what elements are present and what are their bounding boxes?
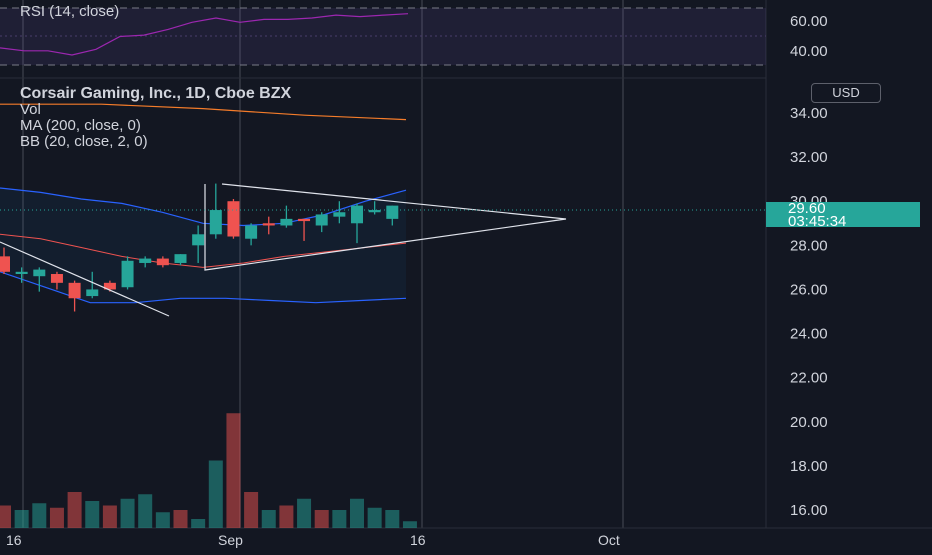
volume-bar — [402, 521, 417, 528]
candle-body — [0, 256, 10, 272]
candle-body — [227, 201, 240, 237]
candle-body — [262, 223, 275, 226]
y-tick-label: 16.00 — [790, 502, 828, 519]
x-tick-label: Oct — [598, 532, 620, 548]
rsi-line — [0, 13, 409, 56]
volume-bar — [173, 510, 188, 528]
y-tick-label: 18.00 — [790, 458, 828, 475]
candle-body — [280, 218, 293, 226]
y-tick-label: 26.00 — [790, 281, 828, 298]
rsi-tick-label: 60.00 — [790, 13, 828, 30]
volume-bar — [0, 505, 11, 528]
candle-body — [209, 210, 222, 235]
last-price-tag: 29.60 03:45:34 — [766, 200, 920, 230]
candle-body — [333, 212, 346, 217]
candle-body — [245, 225, 258, 239]
currency-button[interactable]: USD — [811, 83, 881, 103]
volume-bar — [191, 519, 206, 528]
volume-bar — [49, 507, 64, 528]
volume-bar — [367, 507, 382, 528]
volume-bar — [261, 510, 276, 528]
volume-bar — [350, 498, 364, 528]
triangle-drawing — [204, 183, 567, 271]
volume-bar — [120, 498, 135, 528]
falling-trendline — [0, 241, 170, 317]
volume-bar — [332, 510, 347, 528]
last-price: 29.60 — [788, 200, 826, 217]
candle-body — [174, 254, 187, 263]
volume-bar — [155, 512, 170, 528]
y-tick-label: 22.00 — [790, 370, 828, 387]
volume-bar — [102, 505, 117, 528]
candle-body — [139, 258, 152, 263]
bb-lower-line — [0, 271, 407, 304]
volume-bar — [32, 503, 47, 528]
volume-bar — [85, 501, 100, 528]
y-tick-label: 34.00 — [790, 105, 828, 122]
candle-body — [103, 282, 116, 290]
symbol-legend-title[interactable]: Corsair Gaming, Inc., 1D, Cboe BZX — [20, 85, 292, 102]
x-tick-label: Sep — [218, 532, 243, 548]
volume-bar — [297, 498, 312, 528]
candle-body — [33, 269, 46, 277]
candle-body — [192, 234, 205, 246]
ma-legend[interactable]: MA (200, close, 0) — [20, 117, 141, 134]
candle-body — [121, 260, 134, 288]
volume-bar — [208, 460, 223, 528]
volume-bar — [138, 494, 153, 528]
candle-body — [351, 205, 363, 224]
bar-countdown: 03:45:34 — [788, 213, 847, 230]
y-tick-label: 28.00 — [790, 237, 828, 254]
y-tick-label: 32.00 — [790, 149, 828, 166]
volume-bar — [67, 492, 82, 528]
candle-body — [86, 289, 99, 297]
volume-bar — [279, 505, 294, 528]
bb-basis-line — [0, 233, 407, 268]
candle-body — [68, 282, 81, 299]
y-tick-label: 24.00 — [790, 326, 828, 343]
rsi-tick-label: 40.00 — [790, 43, 828, 60]
bb-fill — [0, 188, 406, 303]
volume-bar — [226, 413, 241, 528]
volume-bar — [314, 510, 329, 528]
bb-legend[interactable]: BB (20, close, 2, 0) — [20, 133, 148, 150]
volume-legend[interactable]: Vol — [20, 101, 41, 118]
candle-body — [156, 258, 169, 266]
candle-body — [50, 274, 63, 283]
rsi-title: RSI (14, close) — [20, 3, 120, 20]
candle-body — [315, 214, 328, 226]
ma200-line — [0, 103, 407, 121]
x-tick-label: 16 — [6, 532, 22, 548]
volume-bar — [385, 510, 400, 528]
candle-body — [386, 205, 399, 219]
bb-upper-line — [0, 187, 407, 227]
volume-bar — [14, 510, 29, 528]
x-tick-label: 16 — [410, 532, 426, 548]
candle-body — [15, 271, 28, 275]
y-tick-label: 20.00 — [790, 414, 828, 431]
volume-bar — [244, 492, 259, 528]
candle-body — [368, 210, 381, 213]
candle-body — [298, 218, 311, 222]
